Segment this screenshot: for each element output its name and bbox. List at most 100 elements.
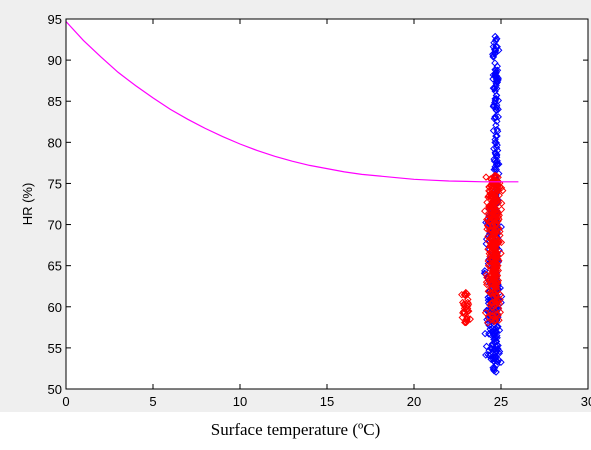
blue-point <box>495 349 503 358</box>
red-point <box>464 302 472 310</box>
red-point <box>492 290 500 299</box>
scatter-chart: 0 5 10 15 20 25 30 50 55 60 65 70 75 80 85 90 95 HR (%) <box>20 12 591 409</box>
blue-point <box>494 76 502 84</box>
blue-point <box>490 144 498 153</box>
blue-point <box>492 35 500 44</box>
red-point <box>483 273 491 282</box>
red-point <box>465 307 473 315</box>
blue-point <box>481 329 489 338</box>
blue-point <box>489 53 498 61</box>
red-point <box>481 207 489 215</box>
blue-point <box>492 328 500 336</box>
red-point <box>491 283 499 291</box>
red-point <box>486 288 495 296</box>
y-tick-label: 50 <box>48 382 62 397</box>
red-point <box>487 279 496 287</box>
blue-point <box>492 337 500 345</box>
red-point <box>499 186 507 195</box>
blue-point <box>484 351 492 359</box>
x-tick-label: 30 <box>581 394 591 409</box>
red-point <box>492 173 501 181</box>
blue-point <box>492 325 500 333</box>
red-point <box>489 308 497 316</box>
red-point <box>487 210 495 219</box>
y-tick-label: 65 <box>48 259 62 274</box>
red-point <box>488 303 496 311</box>
red-point <box>493 272 501 281</box>
red-point <box>495 224 503 233</box>
red-point <box>489 176 497 184</box>
blue-point <box>489 126 498 135</box>
blue-point <box>489 84 498 92</box>
red-point <box>492 310 500 318</box>
red-point <box>482 270 491 279</box>
blue-point <box>493 125 501 134</box>
x-tick-label: 20 <box>407 394 421 409</box>
blue-point <box>489 364 497 372</box>
blue-point <box>491 148 499 157</box>
red-point <box>481 309 490 317</box>
blue-point <box>492 144 501 152</box>
blue-point <box>493 77 501 86</box>
blue-point <box>489 71 498 79</box>
red-point <box>488 203 496 211</box>
y-tick-label: 55 <box>48 341 62 356</box>
red-point <box>492 238 501 246</box>
red-point <box>494 183 502 191</box>
x-tick-label: 5 <box>149 394 156 409</box>
blue-point <box>491 353 500 361</box>
red-point <box>496 231 504 240</box>
blue-point <box>493 157 501 165</box>
blue-point <box>491 69 499 78</box>
x-tick-label: 15 <box>320 394 334 409</box>
red-point <box>461 318 469 327</box>
red-point <box>490 279 499 287</box>
blue-point <box>491 138 499 147</box>
red-point <box>490 317 498 326</box>
red-point <box>486 265 495 274</box>
red-point <box>487 254 496 263</box>
red-point <box>492 209 500 217</box>
y-tick-label: 80 <box>48 135 62 150</box>
blue-point <box>492 75 501 84</box>
blue-point <box>489 52 497 60</box>
blue-point <box>493 84 501 93</box>
red-point <box>487 194 496 202</box>
y-axis: 50 55 60 65 70 75 80 85 90 95 <box>48 12 588 397</box>
red-point <box>494 178 502 186</box>
red-point <box>494 255 502 263</box>
blue-point <box>491 356 500 364</box>
red-series <box>458 171 507 327</box>
red-point <box>460 291 469 299</box>
red-point <box>492 224 500 233</box>
red-point <box>485 226 494 234</box>
red-point <box>492 260 500 269</box>
blue-point <box>492 106 501 115</box>
blue-point <box>490 101 498 109</box>
red-point <box>492 247 500 256</box>
magenta-curve <box>65 21 519 183</box>
blue-point <box>494 105 502 114</box>
blue-point <box>494 113 502 121</box>
blue-point <box>494 96 503 105</box>
red-point <box>486 202 494 211</box>
red-point <box>494 209 502 218</box>
blue-point <box>493 146 502 155</box>
red-point <box>484 318 492 327</box>
red-point <box>485 202 493 210</box>
y-tick-label: 95 <box>48 12 62 27</box>
red-point <box>488 177 496 186</box>
blue-point <box>492 349 500 357</box>
red-point <box>486 301 494 310</box>
red-point <box>485 183 494 191</box>
blue-point <box>490 364 499 372</box>
y-tick-label: 90 <box>48 53 62 68</box>
red-point <box>486 307 495 316</box>
x-tick-label: 10 <box>233 394 247 409</box>
x-tick-label: 25 <box>494 394 508 409</box>
blue-point <box>486 330 495 339</box>
blue-point <box>491 45 500 54</box>
red-point <box>460 309 468 318</box>
blue-point <box>492 132 500 140</box>
red-point <box>482 173 490 181</box>
